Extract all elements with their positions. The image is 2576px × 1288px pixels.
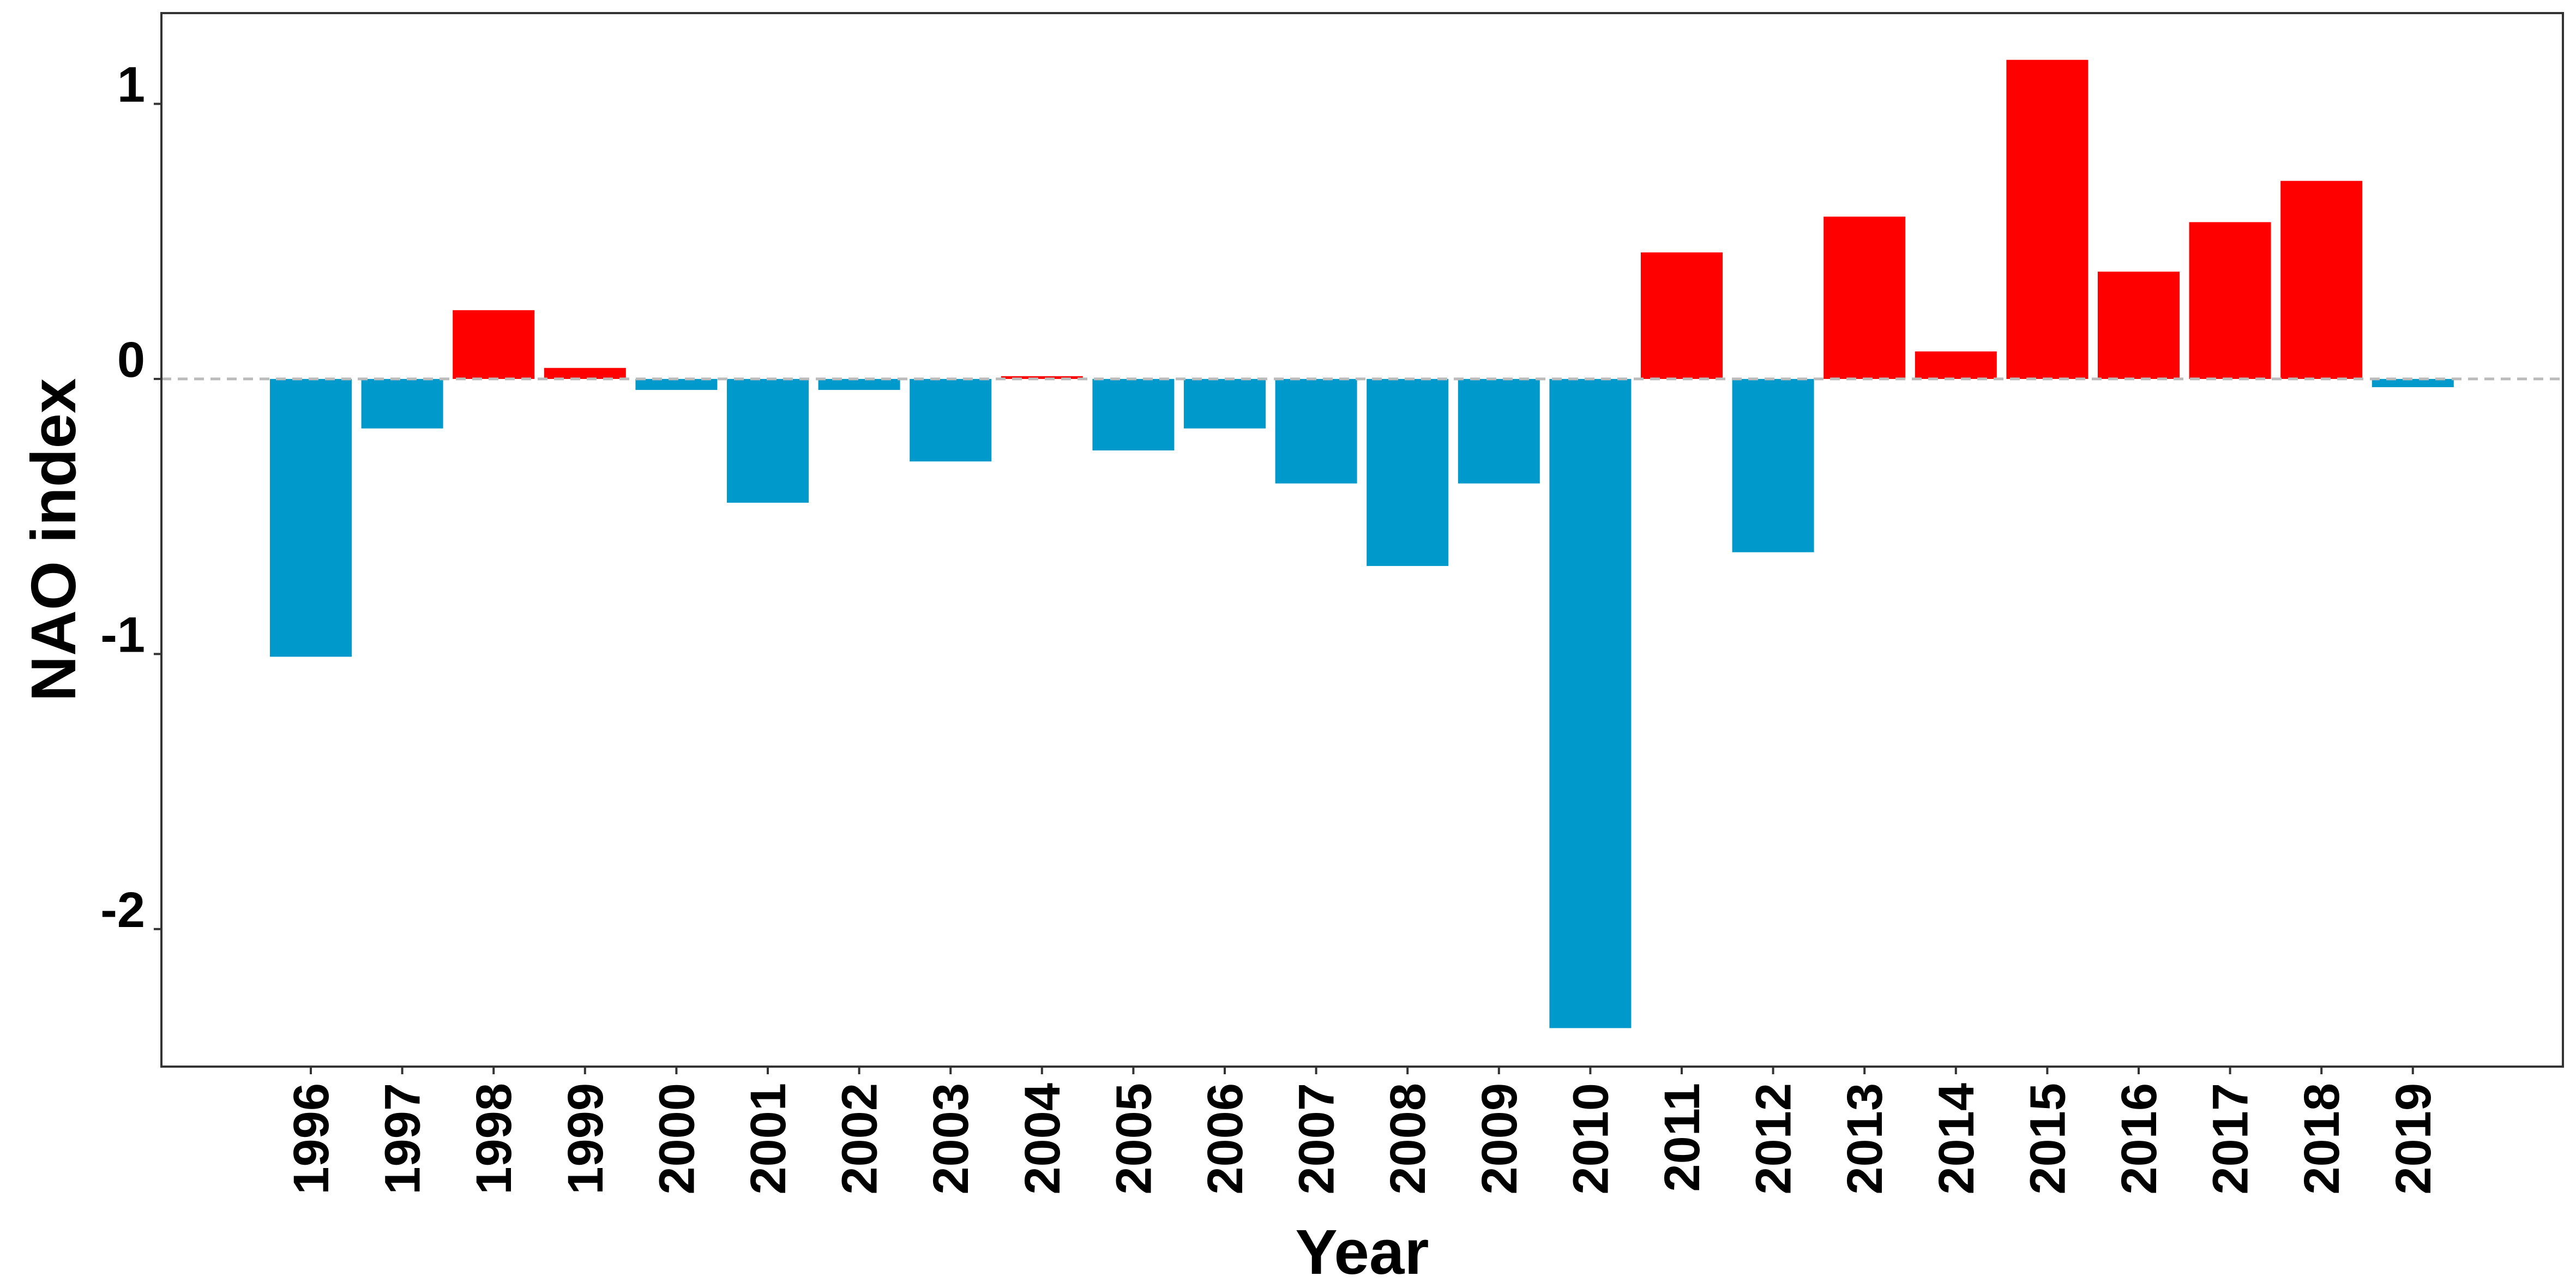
x-tick-label: 2010 (1563, 1083, 1618, 1195)
x-tick-label: 2006 (1197, 1083, 1253, 1195)
bar-2003 (910, 378, 992, 462)
bar-2011 (1641, 252, 1723, 379)
y-axis-title: NAO index (18, 378, 89, 702)
bars-layer (270, 59, 2454, 1028)
y-axis-ticks: 1 0 -1 -2 (100, 57, 161, 938)
x-tick-label: 2007 (1289, 1083, 1345, 1195)
bar-2017 (2189, 222, 2271, 379)
x-tick-label: 2000 (649, 1083, 705, 1195)
x-tick-label: 2005 (1106, 1083, 1161, 1195)
y-tick-label: -1 (100, 607, 145, 663)
x-tick-label: 2014 (1929, 1083, 1984, 1195)
bar-2009 (1458, 378, 1540, 484)
bar-2013 (1823, 216, 1906, 379)
x-tick-label: 2011 (1654, 1083, 1710, 1192)
x-axis-title: Year (1295, 1217, 1429, 1287)
bar-2002 (818, 378, 900, 390)
x-tick-label: 2002 (832, 1083, 888, 1195)
x-tick-label: 1998 (466, 1083, 522, 1195)
x-tick-label: 2016 (2111, 1083, 2167, 1195)
x-tick-label: 1996 (284, 1083, 339, 1195)
x-tick-label: 2004 (1015, 1083, 1070, 1195)
y-tick-label: 0 (117, 332, 145, 388)
bar-2016 (2098, 272, 2180, 379)
bar-2001 (727, 378, 809, 503)
bar-2006 (1184, 378, 1266, 429)
bar-1999 (544, 368, 626, 379)
bar-2015 (2006, 59, 2089, 379)
x-tick-label: 2001 (741, 1083, 796, 1195)
bar-2005 (1092, 378, 1175, 451)
bar-2012 (1732, 378, 1814, 552)
x-axis-ticks: 1996 1997 1998 1999 2000 2001 2002 2003 2004 2005… (284, 1067, 2441, 1195)
x-tick-label: 2003 (923, 1083, 979, 1195)
x-tick-label: 1999 (558, 1083, 613, 1195)
bar-2018 (2280, 180, 2363, 379)
y-tick-label: -2 (100, 882, 145, 938)
bar-2010 (1549, 378, 1632, 1028)
bar-2007 (1275, 378, 1357, 484)
bar-2014 (1915, 351, 1997, 379)
x-tick-label: 2012 (1746, 1083, 1802, 1195)
bar-1997 (361, 378, 443, 429)
bar-2004 (1001, 376, 1083, 379)
bar-1996 (270, 378, 352, 657)
y-tick-label: 1 (117, 57, 145, 112)
bar-1998 (453, 310, 535, 379)
plot-frame (160, 12, 2564, 1068)
bar-2000 (635, 378, 718, 390)
bar-2019 (2372, 378, 2454, 388)
x-tick-label: 2009 (1472, 1083, 1527, 1195)
x-tick-label: 2013 (1837, 1083, 1893, 1195)
bar-2008 (1367, 378, 1449, 566)
x-tick-label: 2008 (1380, 1083, 1436, 1195)
x-tick-label: 2018 (2294, 1083, 2350, 1195)
x-tick-label: 2017 (2203, 1083, 2259, 1195)
x-tick-label: 2019 (2386, 1083, 2441, 1195)
x-tick-label: 2015 (2020, 1083, 2075, 1195)
x-tick-label: 1997 (375, 1083, 431, 1195)
